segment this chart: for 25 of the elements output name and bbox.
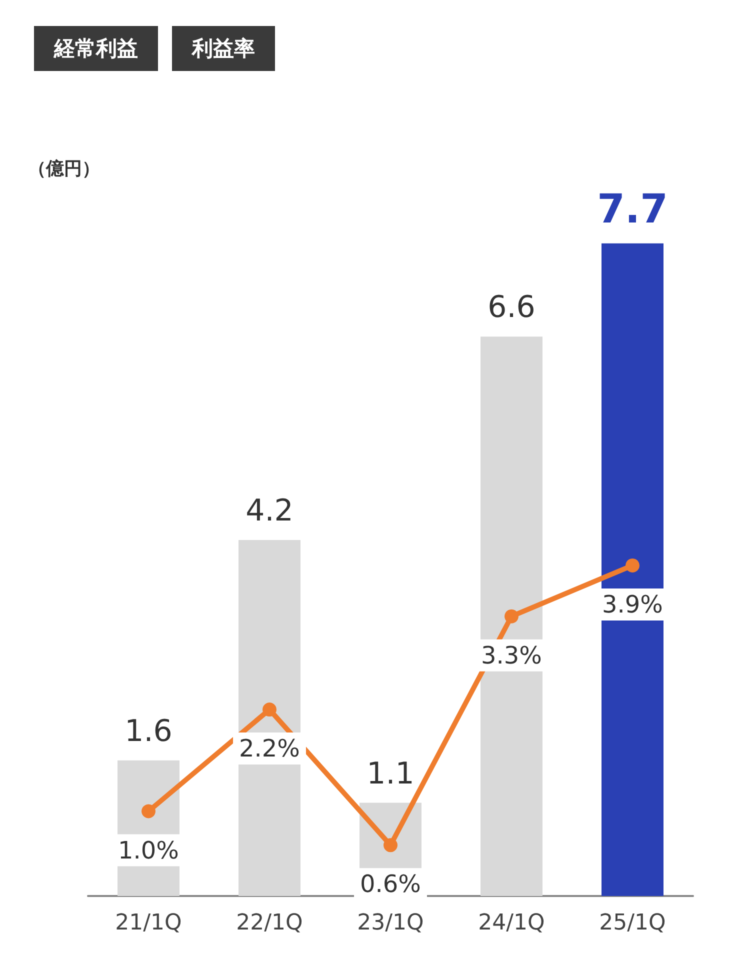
data-label: 4.2 [246, 494, 294, 529]
x-tick-label: 21/1Q [115, 910, 182, 936]
data-label: 3.3% [481, 641, 542, 670]
point [262, 702, 276, 717]
data-label: 3.9% [602, 590, 663, 618]
data-label: 0.6% [360, 870, 421, 898]
x-tick-label: 23/1Q [357, 910, 424, 936]
bar [480, 336, 542, 896]
data-label: 1.6 [124, 714, 172, 749]
bar [602, 243, 664, 896]
point [626, 558, 640, 572]
y-axis-title: （億円） [28, 158, 100, 180]
data-label: 7.7 [597, 186, 668, 232]
x-tick-label: 25/1Q [599, 910, 666, 936]
point [384, 838, 398, 852]
data-label: 6.6 [488, 290, 536, 326]
data-label: 2.2% [239, 734, 300, 763]
point [142, 804, 156, 818]
data-label: 1.1 [366, 756, 414, 792]
data-label: 1.0% [118, 836, 179, 864]
x-tick-label: 24/1Q [478, 910, 545, 936]
text: 経常利益 [53, 36, 138, 60]
point [504, 609, 518, 624]
text: 利益率 [191, 36, 255, 60]
x-tick-label: 22/1Q [236, 910, 303, 936]
